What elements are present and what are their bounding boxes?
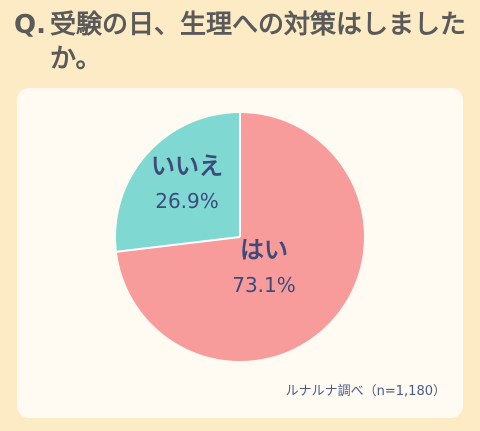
slice-iie-percent: 26.9% xyxy=(155,189,219,213)
source-note: ルナルナ調べ（n=1,180） xyxy=(285,384,446,399)
question-prefix: Q. xyxy=(14,10,46,40)
slice-iie-label: いいえ xyxy=(151,152,223,180)
question-text: 受験の日、生理への対策はしましたか。 xyxy=(50,10,467,74)
slice-divider xyxy=(116,236,241,253)
slice-hai-percent: 73.1% xyxy=(232,273,296,297)
question-title: Q. 受験の日、生理への対策はしましたか。 xyxy=(10,8,470,76)
slice-iie xyxy=(116,113,240,252)
slice-hai-label: はい xyxy=(240,236,288,264)
